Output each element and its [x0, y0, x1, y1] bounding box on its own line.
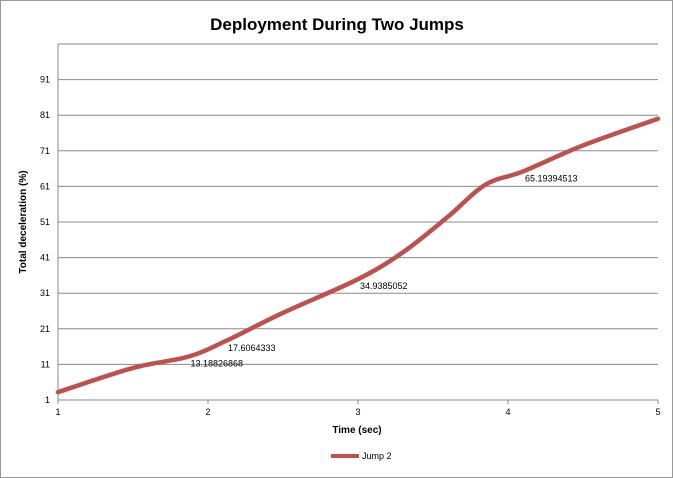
y-tick-label: 61 [40, 181, 50, 191]
data-label: 13.18826868 [191, 359, 244, 369]
y-tick-label: 11 [41, 359, 50, 369]
y-tick-label: 91 [40, 75, 50, 85]
x-tick-label: 3 [355, 407, 360, 417]
x-tick-label: 2 [205, 407, 210, 417]
y-tick-label: 41 [40, 253, 50, 263]
data-label: 65.19394513 [525, 173, 578, 183]
y-axis-label: Total deceleration (%) [18, 170, 29, 273]
x-axis-label: Time (sec) [332, 425, 381, 436]
y-tick-label: 31 [40, 288, 50, 298]
x-tick-label: 5 [655, 407, 660, 417]
y-tick-label: 21 [40, 324, 50, 334]
legend: Jump 2 [331, 451, 392, 461]
x-tick-label: 4 [505, 407, 510, 417]
data-label: 34.9385052 [360, 281, 408, 291]
data-label: 17.6064333 [228, 343, 276, 353]
y-tick-label: 81 [40, 110, 50, 120]
y-tick-label: 51 [40, 217, 50, 227]
legend-label: Jump 2 [362, 451, 392, 461]
y-tick-label: 1 [45, 395, 50, 405]
x-tick-label: 1 [55, 407, 60, 417]
chart-title: Deployment During Two Jumps [210, 15, 464, 34]
y-tick-label: 71 [40, 146, 50, 156]
series-line-jump-2 [55, 116, 661, 395]
